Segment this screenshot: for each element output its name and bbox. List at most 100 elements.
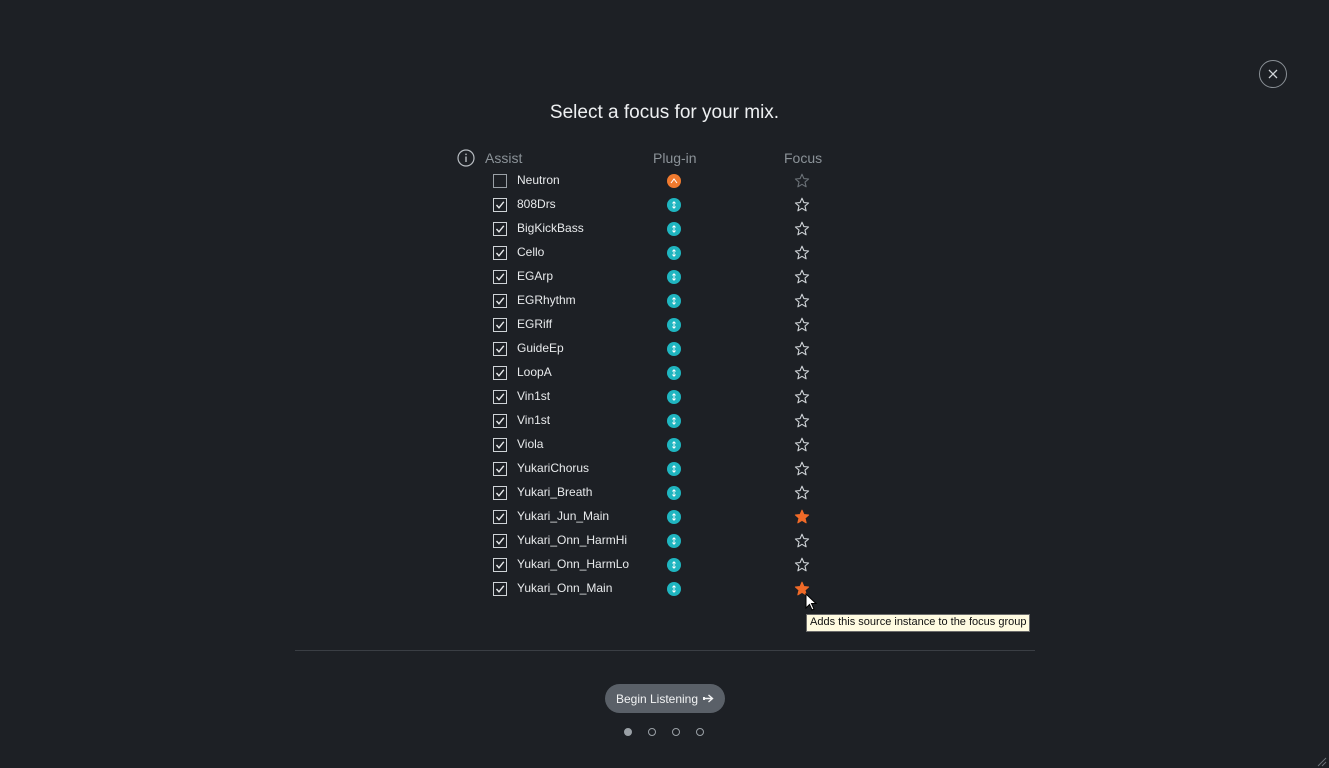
relay-plugin-icon xyxy=(667,294,681,308)
close-icon xyxy=(1268,69,1278,79)
track-name: 808Drs xyxy=(517,197,556,211)
star-icon[interactable] xyxy=(794,293,810,309)
star-icon[interactable] xyxy=(794,341,810,357)
star-icon[interactable] xyxy=(794,365,810,381)
assist-checkbox[interactable] xyxy=(493,222,507,236)
relay-plugin-icon xyxy=(667,270,681,284)
assist-checkbox[interactable] xyxy=(493,246,507,260)
checkmark-icon xyxy=(495,585,505,593)
table-row: Vin1st xyxy=(0,409,1329,433)
checkmark-icon xyxy=(495,393,505,401)
begin-listening-button[interactable]: Begin Listening xyxy=(605,684,725,713)
star-icon[interactable] xyxy=(794,389,810,405)
table-row: Vin1st xyxy=(0,385,1329,409)
star-icon[interactable] xyxy=(794,533,810,549)
star-icon[interactable] xyxy=(794,269,810,285)
pagination-dot[interactable] xyxy=(672,728,680,736)
table-row: YukariChorus xyxy=(0,457,1329,481)
pagination-dot[interactable] xyxy=(648,728,656,736)
mouse-cursor-icon xyxy=(805,593,817,611)
assist-checkbox[interactable] xyxy=(493,534,507,548)
track-name: Vin1st xyxy=(517,413,551,427)
assist-checkbox[interactable] xyxy=(493,558,507,572)
star-icon[interactable] xyxy=(794,221,810,237)
assist-checkbox[interactable] xyxy=(493,510,507,524)
relay-plugin-icon xyxy=(667,390,681,404)
track-name: Cello xyxy=(517,245,545,259)
star-filled-icon[interactable] xyxy=(794,509,810,525)
assist-checkbox[interactable] xyxy=(493,582,507,596)
checkmark-icon xyxy=(495,561,505,569)
star-icon[interactable] xyxy=(794,197,810,213)
info-icon[interactable] xyxy=(457,149,475,167)
table-row: Yukari_Breath xyxy=(0,481,1329,505)
neutron-plugin-icon xyxy=(667,174,681,188)
relay-plugin-icon xyxy=(667,534,681,548)
assist-checkbox[interactable] xyxy=(493,486,507,500)
table-row: Neutron xyxy=(0,169,1329,193)
assist-checkbox[interactable] xyxy=(493,270,507,284)
checkmark-icon xyxy=(495,273,505,281)
relay-plugin-icon xyxy=(667,366,681,380)
assist-checkbox[interactable] xyxy=(493,318,507,332)
star-icon[interactable] xyxy=(794,461,810,477)
track-name: EGRiff xyxy=(517,317,553,331)
star-icon[interactable] xyxy=(794,485,810,501)
checkmark-icon xyxy=(495,369,505,377)
star-icon xyxy=(794,173,810,188)
checkmark-icon xyxy=(495,201,505,209)
assist-checkbox[interactable] xyxy=(493,198,507,212)
track-name: Neutron xyxy=(517,173,560,187)
track-name: EGRhythm xyxy=(517,293,576,307)
track-name: BigKickBass xyxy=(517,221,584,235)
assist-checkbox[interactable] xyxy=(493,294,507,308)
assist-checkbox[interactable] xyxy=(493,390,507,404)
star-icon[interactable] xyxy=(794,413,810,429)
star-icon[interactable] xyxy=(794,245,810,261)
checkmark-icon xyxy=(495,225,505,233)
star-icon[interactable] xyxy=(794,317,810,333)
track-name: Yukari_Jun_Main xyxy=(517,509,610,523)
assist-checkbox[interactable] xyxy=(493,438,507,452)
assist-checkbox[interactable] xyxy=(493,174,507,188)
assist-checkbox[interactable] xyxy=(493,366,507,380)
star-icon[interactable] xyxy=(794,557,810,573)
checkmark-icon xyxy=(495,321,505,329)
column-header-assist: Assist xyxy=(485,150,523,166)
assist-checkbox[interactable] xyxy=(493,462,507,476)
relay-plugin-icon xyxy=(667,558,681,572)
track-name: Yukari_Breath xyxy=(517,485,593,499)
relay-plugin-icon xyxy=(667,582,681,596)
pagination-dot[interactable] xyxy=(696,728,704,736)
table-row: Yukari_Onn_HarmHi xyxy=(0,529,1329,553)
resize-grip-icon[interactable] xyxy=(1316,756,1327,767)
column-header-plugin: Plug-in xyxy=(653,150,697,166)
column-header-focus: Focus xyxy=(784,150,823,166)
star-icon[interactable] xyxy=(794,437,810,453)
relay-plugin-icon xyxy=(667,222,681,236)
track-name: Yukari_Onn_HarmHi xyxy=(517,533,628,547)
track-name: GuideEp xyxy=(517,341,564,355)
relay-plugin-icon xyxy=(667,198,681,212)
table-row: BigKickBass xyxy=(0,217,1329,241)
pagination-dot[interactable] xyxy=(624,728,632,736)
assist-checkbox[interactable] xyxy=(493,342,507,356)
pagination xyxy=(624,728,704,737)
track-name: LoopA xyxy=(517,365,552,379)
relay-plugin-icon xyxy=(667,414,681,428)
table-row: 808Drs xyxy=(0,193,1329,217)
star-filled-icon[interactable] xyxy=(794,581,810,597)
checkmark-icon xyxy=(495,489,505,497)
arrow-right-icon xyxy=(703,694,714,703)
begin-listening-label: Begin Listening xyxy=(615,691,699,706)
close-button[interactable] xyxy=(1259,60,1287,88)
divider xyxy=(295,650,1035,651)
relay-plugin-icon xyxy=(667,438,681,452)
track-name: Yukari_Onn_HarmLo xyxy=(517,557,630,571)
track-name: Viola xyxy=(517,437,544,451)
page-title: Select a focus for your mix. xyxy=(549,102,780,123)
checkmark-icon xyxy=(495,249,505,257)
assist-checkbox[interactable] xyxy=(493,414,507,428)
track-name: Yukari_Onn_Main xyxy=(517,581,613,595)
track-name: YukariChorus xyxy=(517,461,590,475)
